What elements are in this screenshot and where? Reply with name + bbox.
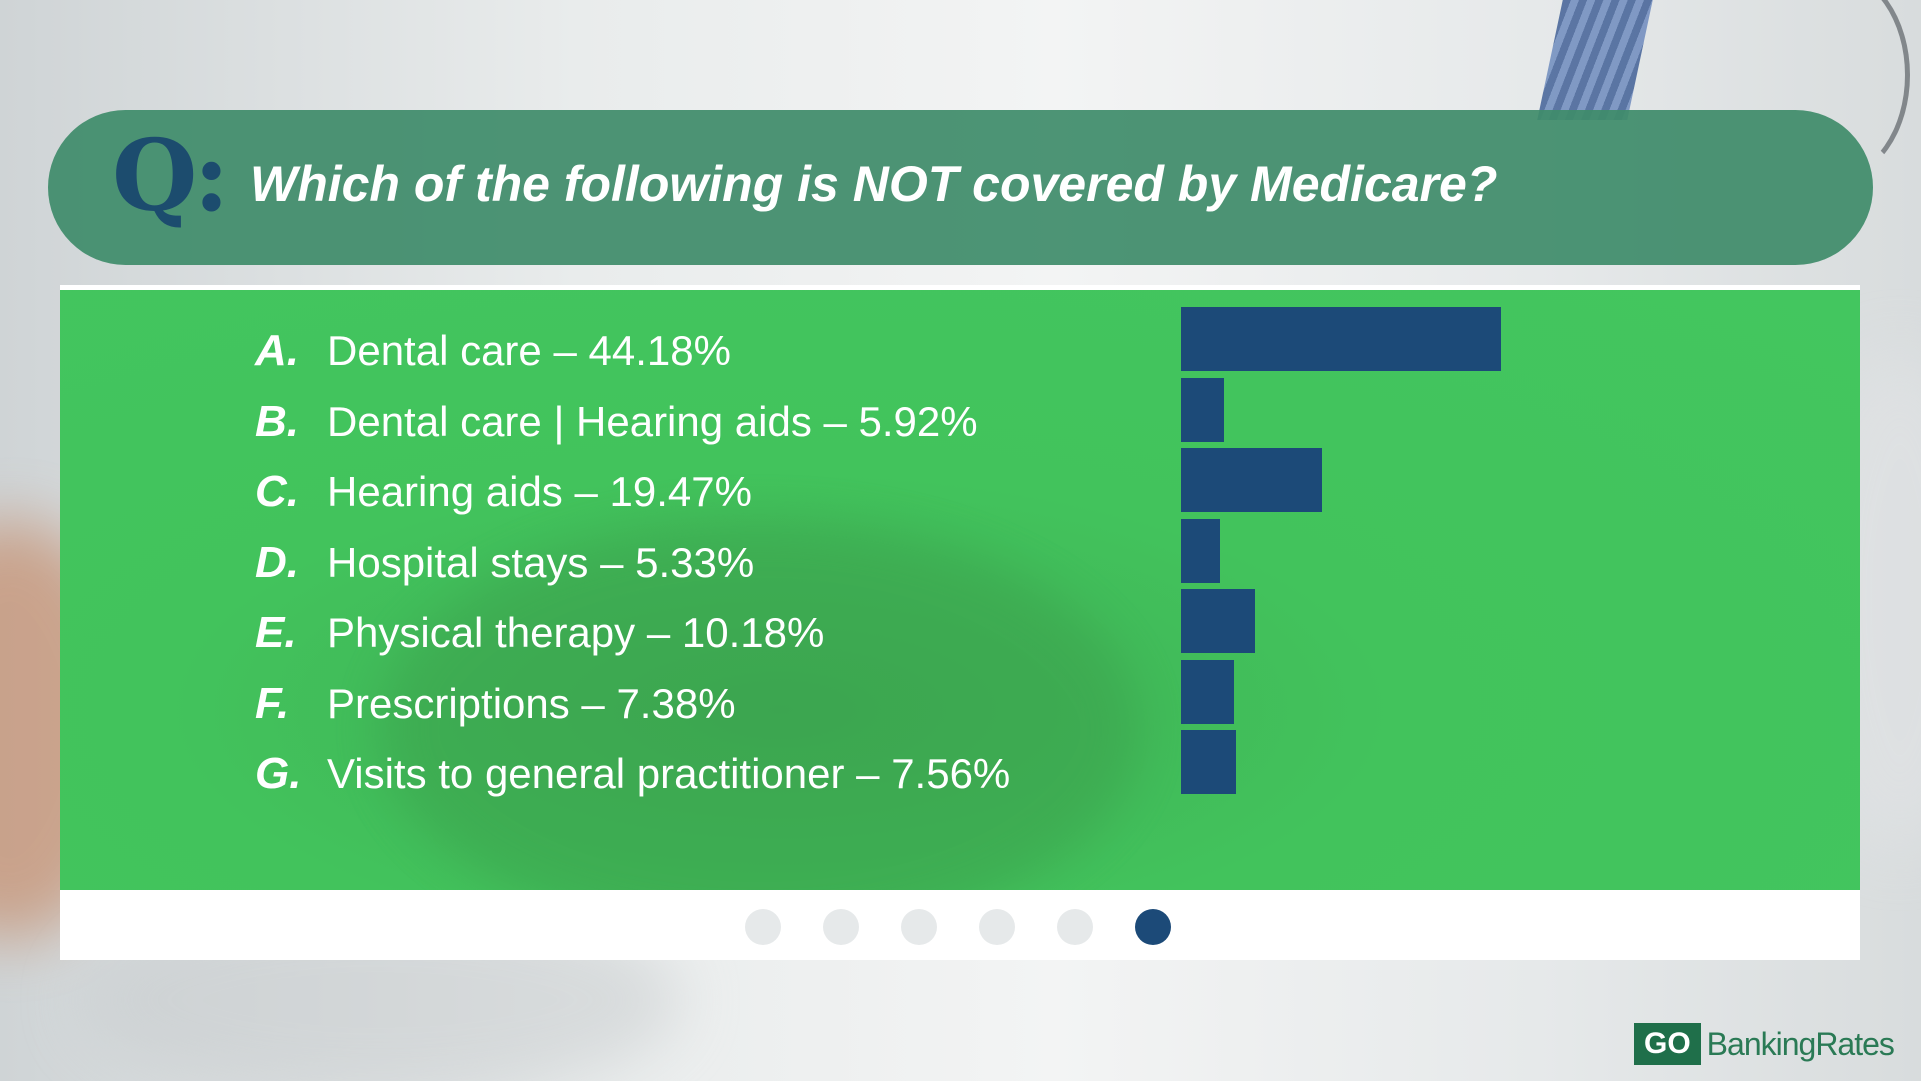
background-tie: [1537, 0, 1653, 120]
question-header: [48, 110, 1873, 265]
bar-4: [1181, 519, 1220, 583]
pagination-dot-4[interactable]: [979, 909, 1015, 945]
option-label: Hospital stays – 5.33%: [327, 539, 755, 586]
option-letter: D.: [255, 538, 299, 587]
option-row: B. Dental care | Hearing aids – 5.92%: [255, 392, 978, 452]
option-letter: E.: [255, 608, 297, 657]
option-row: C. Hearing aids – 19.47%: [255, 462, 752, 522]
logo-go: GO: [1634, 1023, 1701, 1065]
pagination-dot-3[interactable]: [901, 909, 937, 945]
option-row: D. Hospital stays – 5.33%: [255, 533, 754, 593]
background-stethoscope: [1760, 0, 1910, 180]
q-mark: Q:: [112, 119, 230, 234]
logo-text: BankingRates: [1706, 1025, 1895, 1062]
option-label: Hearing aids – 19.47%: [327, 468, 752, 515]
bar-1: [1181, 307, 1501, 371]
option-row: G. Visits to general practitioner – 7.56%: [255, 744, 1010, 804]
option-label: Prescriptions – 7.38%: [327, 680, 736, 727]
pagination-dot-5[interactable]: [1057, 909, 1093, 945]
option-label: Dental care – 44.18%: [327, 327, 731, 374]
bar-6: [1181, 660, 1234, 724]
option-letter: F.: [255, 679, 290, 728]
option-letter: A.: [255, 326, 299, 375]
pagination-dots: [745, 909, 1171, 945]
option-letter: B.: [255, 397, 299, 446]
pagination-dot-6[interactable]: [1135, 909, 1171, 945]
pagination-dot-2[interactable]: [823, 909, 859, 945]
bar-3: [1181, 448, 1322, 512]
option-row: E. Physical therapy – 10.18%: [255, 603, 824, 663]
bar-2: [1181, 378, 1224, 442]
question-title: Which of the following is NOT covered by…: [250, 156, 1498, 212]
bar-7: [1181, 730, 1236, 794]
option-label: Dental care | Hearing aids – 5.92%: [327, 398, 978, 445]
chart-panel: [60, 290, 1860, 890]
option-letter: C.: [255, 467, 299, 516]
option-label: Visits to general practitioner – 7.56%: [327, 750, 1011, 797]
gobankingrates-logo: GO BankingRates: [1634, 1022, 1895, 1066]
option-row: F. Prescriptions – 7.38%: [255, 674, 736, 734]
option-label: Physical therapy – 10.18%: [327, 609, 825, 656]
option-letter: G.: [255, 749, 302, 798]
bar-5: [1181, 589, 1255, 653]
bar-chart: [1181, 307, 1741, 807]
panel-texture: [380, 520, 1140, 890]
option-row: A. Dental care – 44.18%: [255, 321, 731, 381]
pagination-dot-1[interactable]: [745, 909, 781, 945]
